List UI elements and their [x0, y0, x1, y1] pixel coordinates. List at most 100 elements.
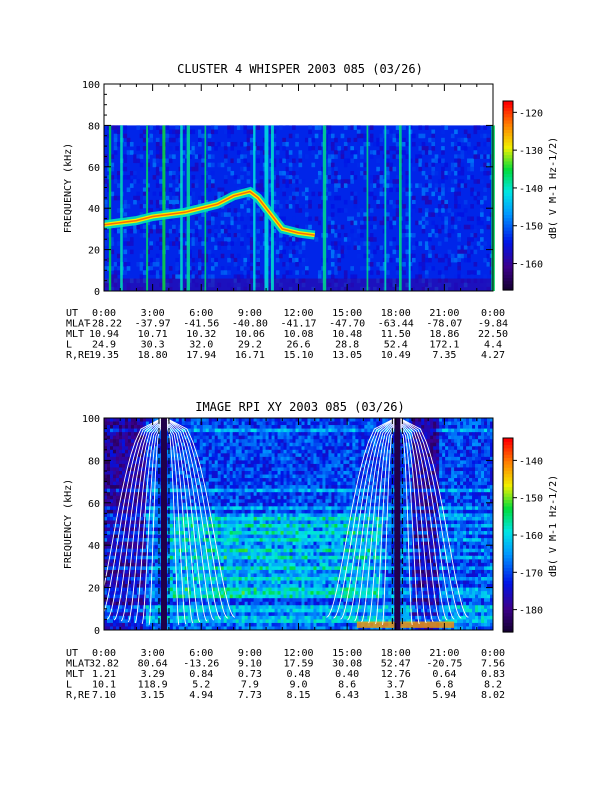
spectrogram-cell	[251, 418, 254, 422]
spectrogram-cell	[386, 258, 390, 263]
spectrogram-cell	[234, 208, 238, 213]
spectrogram-cell	[451, 163, 455, 168]
ephemeris-value: 11.50	[381, 329, 411, 340]
spectrogram-cell	[140, 233, 144, 238]
spectrogram-cell	[169, 204, 173, 209]
spectrogram-cell	[451, 496, 454, 500]
spectrogram-cell	[439, 467, 442, 471]
spectrogram-cell	[337, 233, 341, 238]
spectrogram-cell	[155, 496, 158, 500]
spectrogram-cell	[376, 262, 380, 267]
spectrogram-cell	[143, 266, 147, 271]
spectrogram-cell	[480, 134, 484, 139]
spectrogram-cell	[448, 436, 451, 440]
spectrogram-cell	[451, 457, 454, 461]
spectrogram-cell	[282, 237, 286, 242]
spectrogram-cell	[290, 443, 293, 447]
spectrogram-cell	[260, 274, 264, 279]
spectrogram-cell	[203, 460, 206, 464]
spectrogram-cell	[215, 467, 218, 471]
spectrogram-cell	[436, 429, 439, 433]
spectrogram-cell	[301, 422, 304, 426]
spectrogram-cell	[243, 167, 247, 172]
spectrogram-cell	[480, 192, 484, 197]
spectrogram-cell	[361, 450, 364, 454]
spectrogram-cell	[463, 467, 466, 471]
spectrogram-cell	[140, 134, 144, 139]
spectrogram-cell	[221, 471, 224, 475]
spectrogram-cell	[438, 270, 442, 275]
spectrogram-cell	[122, 450, 125, 454]
spectrogram-cell	[337, 196, 341, 201]
spectrogram-cell	[284, 432, 287, 436]
spectrogram-cell	[209, 450, 212, 454]
spectrogram-cell	[299, 418, 302, 422]
spectrogram-cell	[448, 418, 451, 422]
spectrogram-cell	[113, 418, 116, 422]
spectrogram-cell	[478, 425, 481, 429]
spectrogram-cell	[442, 429, 445, 433]
spectrogram-cell	[224, 270, 228, 275]
spectrogram-cell	[466, 489, 469, 493]
spectrogram-cell	[331, 471, 334, 475]
spectrogram-cell	[257, 475, 260, 479]
spectrogram-cell	[192, 167, 196, 172]
spectrogram-cell	[439, 453, 442, 457]
spectrogram-cell	[250, 150, 254, 155]
spectrogram-cell	[357, 130, 361, 135]
spectrogram-cell	[104, 453, 107, 457]
spectrogram-cell	[293, 496, 296, 500]
spectrogram-cell	[425, 146, 429, 151]
spectrogram-cell	[310, 485, 313, 489]
spectrogram-cell	[192, 241, 196, 246]
spectrogram-cell	[467, 183, 471, 188]
spectrogram-cell	[354, 142, 358, 147]
spectrogram-cell	[316, 478, 319, 482]
spectrogram-cell	[230, 485, 233, 489]
spectrogram-cell	[260, 457, 263, 461]
spectrogram-cell	[117, 196, 121, 201]
spectrogram-cell	[289, 142, 293, 147]
spectrogram-cell	[331, 274, 335, 279]
spectrogram-cell	[125, 439, 128, 443]
spectrogram-cell	[472, 432, 475, 436]
spectrogram-cell	[287, 457, 290, 461]
spectrogram-cell	[140, 274, 144, 279]
spectrogram-cell	[448, 233, 452, 238]
spectrogram-cell	[208, 134, 212, 139]
spectrogram-cell	[308, 146, 312, 151]
spectrogram-cell	[334, 429, 337, 433]
spectrogram-cell	[127, 142, 131, 147]
spectrogram-cell	[442, 425, 445, 429]
spectrogram-cell	[215, 496, 218, 500]
spectrogram-cell	[346, 453, 349, 457]
spectrogram-cell	[337, 225, 341, 230]
spectrogram-cell	[316, 439, 319, 443]
spectrogram-cell	[269, 464, 272, 468]
spectrogram-cell	[337, 183, 341, 188]
spectrogram-cell	[475, 425, 478, 429]
spectrogram-cell	[237, 159, 241, 164]
spectrogram-cell	[461, 167, 465, 172]
spectrogram-cell	[487, 254, 491, 259]
spectrogram-cell	[431, 212, 435, 217]
spectrogram-cell	[299, 478, 302, 482]
spectrogram-cell	[239, 436, 242, 440]
spectrogram-cell	[233, 425, 236, 429]
spectrogram-cell	[467, 270, 471, 275]
spectrogram-cell	[393, 134, 397, 139]
spectrogram-cell	[334, 492, 337, 496]
spectrogram-cell	[248, 453, 251, 457]
spectrogram-cell	[475, 485, 478, 489]
spectrogram-cell	[346, 425, 349, 429]
spectrogram-cell	[287, 453, 290, 457]
spectrogram-cell	[212, 482, 215, 486]
spectrogram-cell	[236, 464, 239, 468]
spectrogram-cell	[340, 485, 343, 489]
spectrogram-cell	[269, 443, 272, 447]
spectrogram-cell	[436, 453, 439, 457]
spectrogram-cell	[393, 250, 397, 255]
spectrogram-cell	[422, 196, 426, 201]
spectrogram-cell	[313, 457, 316, 461]
spectrogram-cell	[418, 146, 422, 151]
